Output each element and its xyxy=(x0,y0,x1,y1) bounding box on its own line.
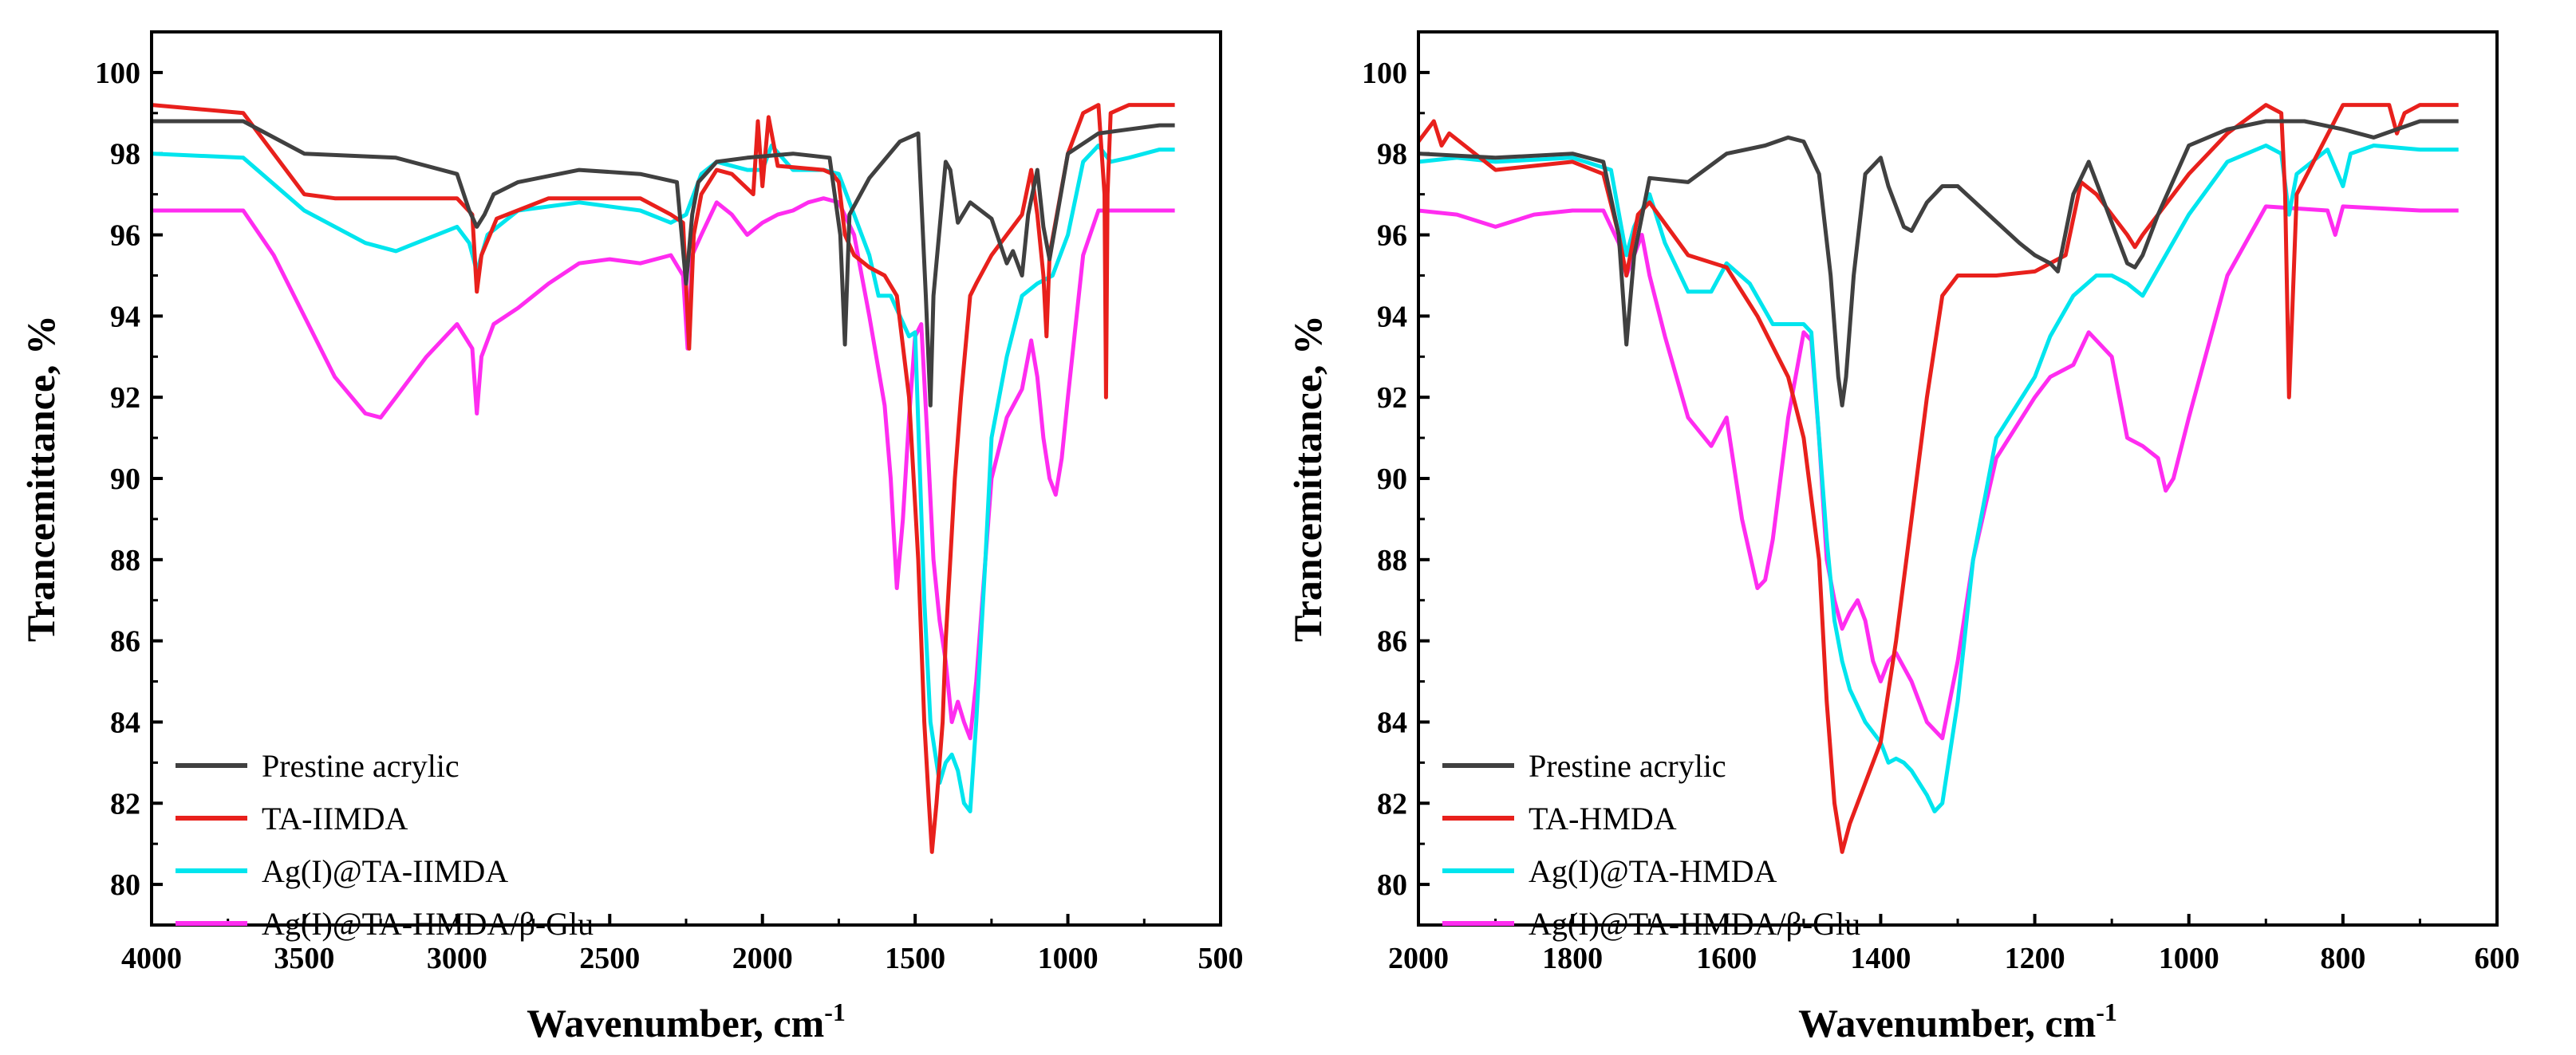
y-tick-label: 90 xyxy=(110,463,140,496)
legend-label: Ag(I)@TA-HMDA/β-Glu xyxy=(262,906,594,942)
y-tick-label: 90 xyxy=(1377,463,1407,496)
y-tick-label: 96 xyxy=(1377,219,1407,253)
x-tick-label: 2500 xyxy=(579,942,640,975)
x-tick-label: 2000 xyxy=(1388,942,1449,975)
y-tick-label: 82 xyxy=(110,787,140,821)
y-tick-label: 96 xyxy=(110,219,140,253)
y-axis-title: Trancemittance, % xyxy=(18,315,63,642)
x-tick-label: 1000 xyxy=(2159,942,2219,975)
y-tick-label: 88 xyxy=(1377,544,1407,577)
x-tick-label: 1000 xyxy=(1038,942,1099,975)
chart-panel-right: 80 82 84 86 88 90 92 94 96 98 100 2000 1800 1600 1400 1… xyxy=(1285,30,2520,1045)
legend-label: TA-IIMDA xyxy=(262,801,408,837)
y-tick-label: 82 xyxy=(1377,787,1407,821)
series-line-2 xyxy=(153,144,1175,813)
x-tick-label: 3000 xyxy=(427,942,487,975)
legend-label: Ag(I)@TA-IIMDA xyxy=(262,853,508,889)
legend-label: Prestine acrylic xyxy=(1529,748,1726,784)
series-line-2 xyxy=(1420,144,2459,813)
y-tick-label: 86 xyxy=(1377,625,1407,659)
x-tick-label: 600 xyxy=(2475,942,2520,975)
y-tick-label: 80 xyxy=(110,868,140,902)
legend-label: TA-HMDA xyxy=(1529,801,1677,837)
series-line-1 xyxy=(1420,103,2459,854)
x-tick-label: 1500 xyxy=(885,942,945,975)
x-tick-label: 500 xyxy=(1198,942,1244,975)
x-axis-title-superscript: -1 xyxy=(2096,998,2117,1026)
y-tick-label: 100 xyxy=(95,57,140,90)
y-tick-label: 84 xyxy=(110,706,140,739)
y-tick-label: 100 xyxy=(1362,57,1407,90)
x-tick-label: 2000 xyxy=(732,942,793,975)
x-tick-label: 1400 xyxy=(1850,942,1911,975)
series-line-1 xyxy=(153,103,1175,854)
x-tick-label: 1600 xyxy=(1696,942,1757,975)
legend-label: Ag(I)@TA-HMDA xyxy=(1529,853,1777,889)
y-tick-label: 92 xyxy=(1377,381,1407,415)
x-axis-title: Wavenumber, cm-1 xyxy=(527,998,846,1045)
legend-label: Ag(I)@TA-HMDA/β-Glu xyxy=(1529,906,1860,942)
y-tick-label: 98 xyxy=(1377,138,1407,171)
y-tick-label: 94 xyxy=(110,300,140,333)
y-tick-label: 98 xyxy=(110,138,140,171)
y-tick-label: 92 xyxy=(110,381,140,415)
y-axis-title: Trancemittance, % xyxy=(1285,315,1330,642)
y-tick-label: 84 xyxy=(1377,706,1407,739)
x-axis-title-superscript: -1 xyxy=(824,998,846,1026)
series-line-0 xyxy=(1420,119,2459,407)
x-tick-label: 800 xyxy=(2320,942,2365,975)
x-tick-label: 4000 xyxy=(121,942,182,975)
series-line-3 xyxy=(1420,204,2459,741)
chart-panel-left: 80 82 84 86 88 90 92 94 96 98 100 4000 3500 3000 2500 2… xyxy=(18,30,1244,1045)
series-line-3 xyxy=(153,196,1175,741)
x-axis-title: Wavenumber, cm-1 xyxy=(1798,998,2117,1045)
series-line-0 xyxy=(153,119,1175,407)
x-tick-label: 1200 xyxy=(2005,942,2065,975)
legend-label: Prestine acrylic xyxy=(262,748,460,784)
y-tick-label: 88 xyxy=(110,544,140,577)
x-tick-label: 3500 xyxy=(274,942,334,975)
y-tick-label: 94 xyxy=(1377,300,1407,333)
y-tick-label: 86 xyxy=(110,625,140,659)
y-tick-label: 80 xyxy=(1377,868,1407,902)
x-tick-label: 1800 xyxy=(1542,942,1603,975)
